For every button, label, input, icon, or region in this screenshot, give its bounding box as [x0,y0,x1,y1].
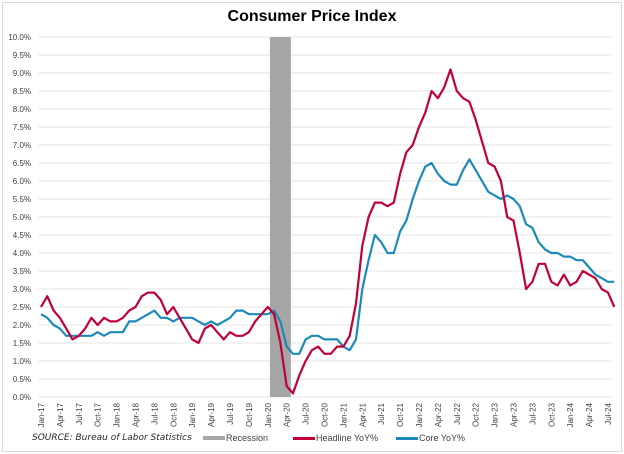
y-tick-label: 2.5% [13,303,31,312]
x-tick-label: Jul-21 [377,402,386,424]
x-tick-label: Jul-18 [150,402,159,424]
x-tick-label: Apr-24 [585,402,594,427]
x-tick-label: Oct-20 [321,402,330,427]
y-tick-label: 7.0% [13,141,31,150]
chart-title: Consumer Price Index [227,8,397,25]
x-tick-label: Oct-18 [169,402,178,427]
x-tick-label: Oct-23 [547,402,556,427]
y-tick-label: 6.5% [13,159,31,168]
y-tick-label: 1.0% [13,357,31,366]
y-tick-label: 10.0% [8,33,31,42]
y-tick-label: 3.0% [13,285,31,294]
series-line-headline-yoy [40,68,616,395]
x-tick-label: Jul-22 [453,402,462,424]
x-tick-label: Apr-17 [56,402,65,427]
core-swatch-icon [396,436,418,440]
x-tick-label: Oct-21 [396,402,405,427]
x-tick-label: Apr-21 [358,402,367,427]
recession-swatch-icon [203,436,225,440]
x-tick-label: Jul-19 [226,402,235,424]
x-tick-label: Jan-23 [491,402,500,427]
y-tick-label: 9.5% [13,51,31,60]
y-tick-label: 4.0% [13,249,31,258]
x-tick-label: Oct-19 [245,402,254,427]
y-tick-label: 2.0% [13,321,31,330]
y-tick-label: 7.5% [13,123,31,132]
x-tick-label: Jul-20 [302,402,311,424]
y-tick-label: 5.5% [13,195,31,204]
y-tick-label: 5.0% [13,213,31,222]
x-tick-label: Jan-17 [37,402,46,427]
y-tick-label: 8.0% [13,105,31,114]
x-tick-label: Jul-24 [604,402,613,424]
x-tick-label: Oct-22 [472,402,481,427]
x-tick-label: Jul-17 [75,402,84,424]
legend: SOURCE: Bureau of Labor Statistics Reces… [0,432,624,448]
y-tick-label: 8.5% [13,87,31,96]
x-axis-ticks: Jan-17 Apr-17 Jul-17 Oct-17 Jan-18 Apr-18 Jul-… [37,402,613,427]
legend-item-core: Core YoY% [396,433,465,443]
y-axis-ticks: 0.0% 0.5% 1.0% 1.5% 2.0% 2.5% 3.0% 3.5% 4.0% 4.5%… [8,33,31,402]
y-tick-label: 9.0% [13,69,31,78]
x-tick-label: Apr-18 [132,402,141,427]
x-tick-label: Jan-22 [415,402,424,427]
x-tick-label: Apr-19 [207,402,216,427]
gridlines [38,36,611,398]
legend-item-recession: Recession [203,433,268,443]
legend-label-recession: Recession [226,433,269,443]
legend-label-core: Core YoY% [419,433,466,443]
recession-band [269,37,291,397]
y-tick-label: 6.0% [13,177,31,186]
x-tick-label: Jan-18 [113,402,122,427]
recession-bar [269,37,291,397]
x-tick-label: Jan-24 [566,402,575,427]
x-tick-label: Jan-20 [264,402,273,427]
y-tick-label: 1.5% [13,339,31,348]
series-lines [40,68,616,395]
y-tick-label: 3.5% [13,267,31,276]
y-tick-label: 4.5% [13,231,31,240]
x-tick-label: Apr-20 [283,402,292,427]
y-tick-label: 0.0% [13,393,31,402]
x-tick-label: Jul-23 [528,402,537,424]
x-tick-label: Jan-19 [188,402,197,427]
x-tick-label: Jan-21 [339,402,348,427]
legend-item-headline: Headline YoY% [293,433,378,443]
source-note: SOURCE: Bureau of Labor Statistics [32,433,192,443]
y-tick-label: 0.5% [13,375,31,384]
series-line-core-yoy [40,158,615,355]
x-tick-label: Oct-17 [94,402,103,427]
x-tick-label: Apr-23 [510,402,519,427]
headline-swatch-icon [293,436,315,440]
legend-label-headline: Headline YoY% [316,433,379,443]
x-tick-label: Apr-22 [434,402,443,427]
